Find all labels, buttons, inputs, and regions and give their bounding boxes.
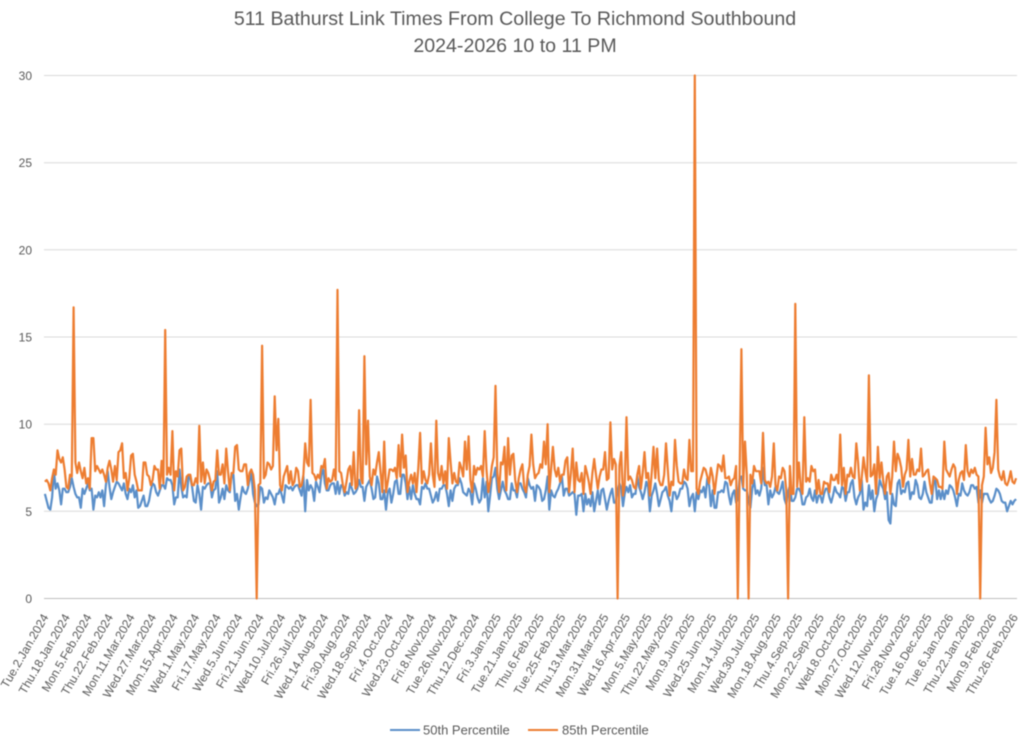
svg-text:0: 0	[25, 592, 32, 606]
svg-text:2024-2026 10 to 11 PM: 2024-2026 10 to 11 PM	[413, 35, 616, 57]
svg-text:20: 20	[19, 243, 33, 257]
svg-text:30: 30	[19, 69, 33, 83]
svg-text:511 Bathurst Link Times From C: 511 Bathurst Link Times From College To …	[234, 8, 796, 30]
svg-text:50th Percentile: 50th Percentile	[423, 723, 510, 738]
svg-text:25: 25	[19, 156, 33, 170]
svg-text:5: 5	[25, 505, 32, 519]
svg-text:15: 15	[19, 331, 33, 345]
svg-text:85th Percentile: 85th Percentile	[562, 723, 649, 738]
svg-text:10: 10	[19, 418, 33, 432]
